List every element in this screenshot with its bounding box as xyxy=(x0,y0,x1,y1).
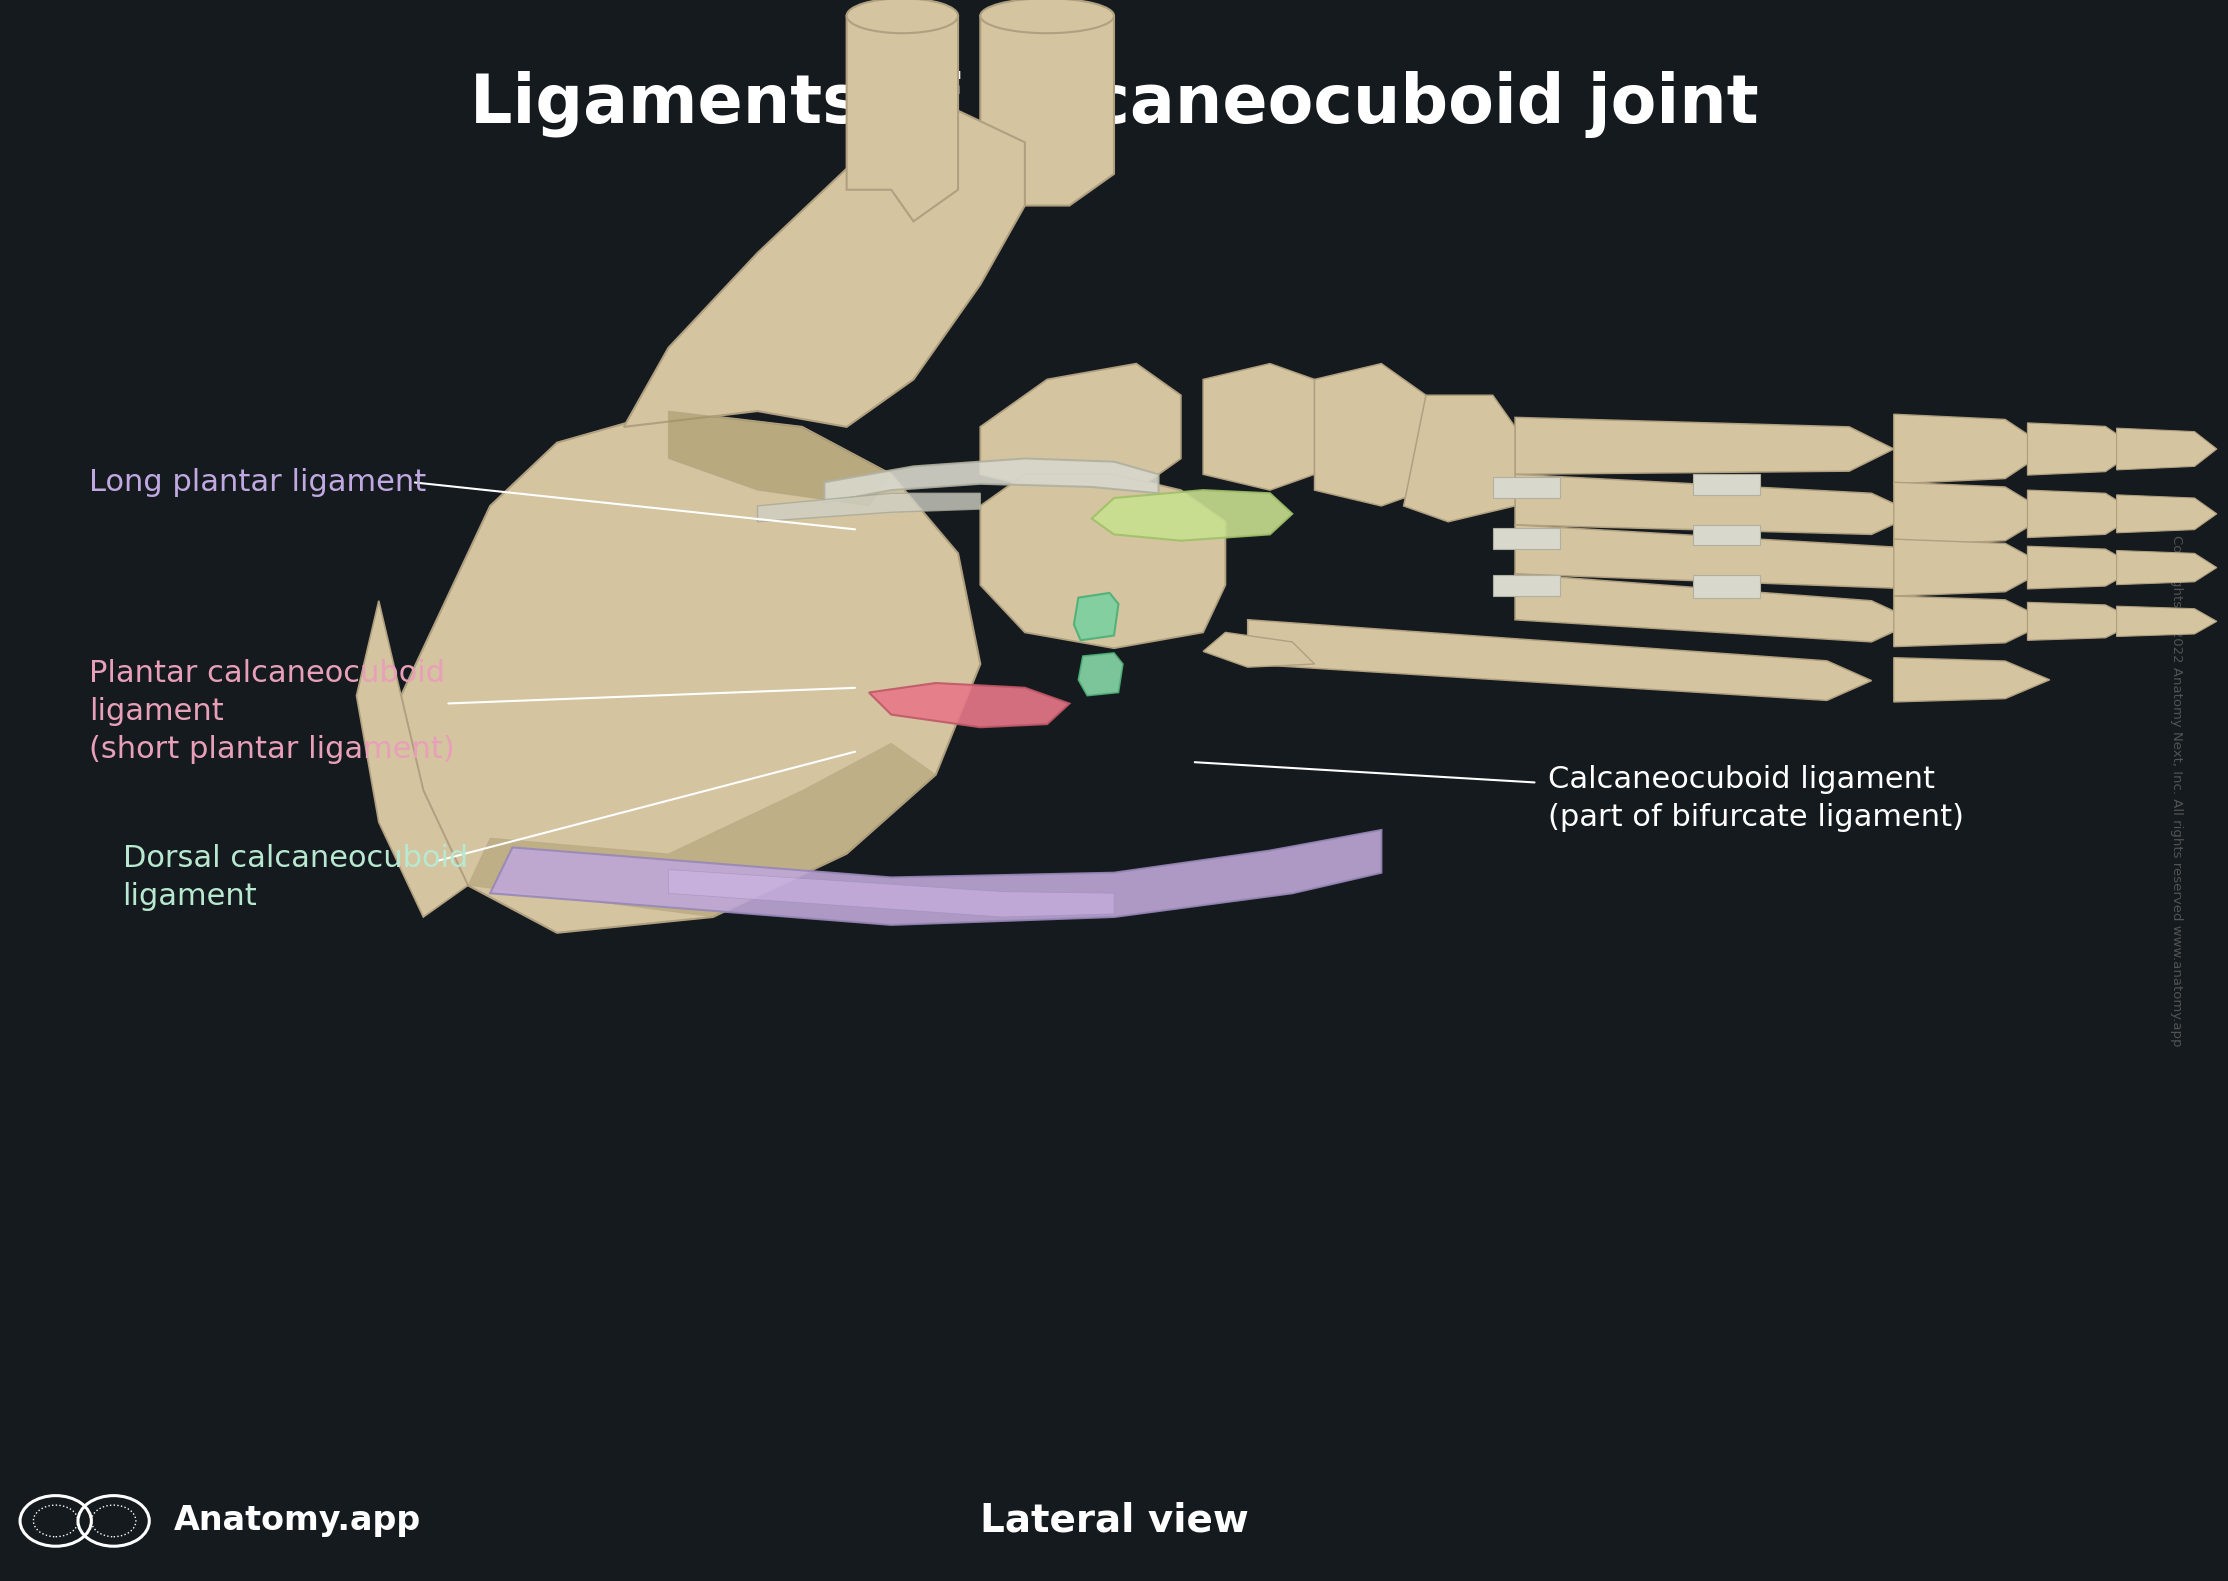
Polygon shape xyxy=(1493,575,1560,596)
Polygon shape xyxy=(869,683,1069,727)
Text: Plantar calcaneocuboid
ligament
(short plantar ligament): Plantar calcaneocuboid ligament (short p… xyxy=(89,659,455,764)
Polygon shape xyxy=(1693,575,1760,598)
Polygon shape xyxy=(1515,574,1916,642)
Polygon shape xyxy=(1515,525,1938,588)
Polygon shape xyxy=(2117,606,2217,637)
Text: Lateral view: Lateral view xyxy=(980,1502,1248,1540)
Polygon shape xyxy=(1493,477,1560,498)
Polygon shape xyxy=(624,111,1025,427)
Polygon shape xyxy=(1515,474,1916,534)
Polygon shape xyxy=(1693,525,1760,545)
Text: Dorsal calcaneocuboid
ligament: Dorsal calcaneocuboid ligament xyxy=(123,844,468,911)
Polygon shape xyxy=(468,743,936,917)
Polygon shape xyxy=(1074,593,1118,640)
Polygon shape xyxy=(1248,620,1872,700)
Polygon shape xyxy=(490,830,1381,925)
Polygon shape xyxy=(758,493,980,522)
Text: Ligaments of calcaneocuboid joint: Ligaments of calcaneocuboid joint xyxy=(470,71,1758,138)
Polygon shape xyxy=(980,474,1225,648)
Polygon shape xyxy=(847,16,958,221)
Polygon shape xyxy=(2027,490,2139,538)
Polygon shape xyxy=(980,364,1181,490)
Polygon shape xyxy=(2027,547,2139,588)
Text: Long plantar ligament: Long plantar ligament xyxy=(89,468,426,496)
Ellipse shape xyxy=(847,0,958,33)
Polygon shape xyxy=(668,411,891,506)
Ellipse shape xyxy=(980,0,1114,33)
Polygon shape xyxy=(1515,417,1894,474)
Polygon shape xyxy=(1404,395,1515,522)
Polygon shape xyxy=(824,458,1159,503)
Polygon shape xyxy=(2027,602,2139,640)
Polygon shape xyxy=(356,601,468,917)
Polygon shape xyxy=(2117,495,2217,533)
Polygon shape xyxy=(980,16,1114,206)
Polygon shape xyxy=(1078,653,1123,696)
Polygon shape xyxy=(2117,550,2217,585)
Polygon shape xyxy=(1894,482,2050,545)
Polygon shape xyxy=(2027,422,2139,474)
Polygon shape xyxy=(2117,428,2217,470)
Polygon shape xyxy=(1493,528,1560,549)
Polygon shape xyxy=(1894,414,2050,484)
Text: Calcaneocuboid ligament
(part of bifurcate ligament): Calcaneocuboid ligament (part of bifurca… xyxy=(1548,765,1965,832)
Polygon shape xyxy=(1092,490,1292,541)
Text: Anatomy.app: Anatomy.app xyxy=(174,1505,421,1537)
Text: Copyrights @ 2022 Anatomy Next, Inc. All rights reserved www.anatomy.app: Copyrights @ 2022 Anatomy Next, Inc. All… xyxy=(2170,534,2183,1047)
Polygon shape xyxy=(1693,474,1760,495)
Polygon shape xyxy=(401,411,980,933)
Polygon shape xyxy=(1315,364,1426,506)
Polygon shape xyxy=(1203,364,1315,490)
Polygon shape xyxy=(668,870,1114,917)
Polygon shape xyxy=(1894,658,2050,702)
Polygon shape xyxy=(1894,596,2050,647)
Polygon shape xyxy=(1894,539,2050,596)
Polygon shape xyxy=(1203,632,1315,667)
